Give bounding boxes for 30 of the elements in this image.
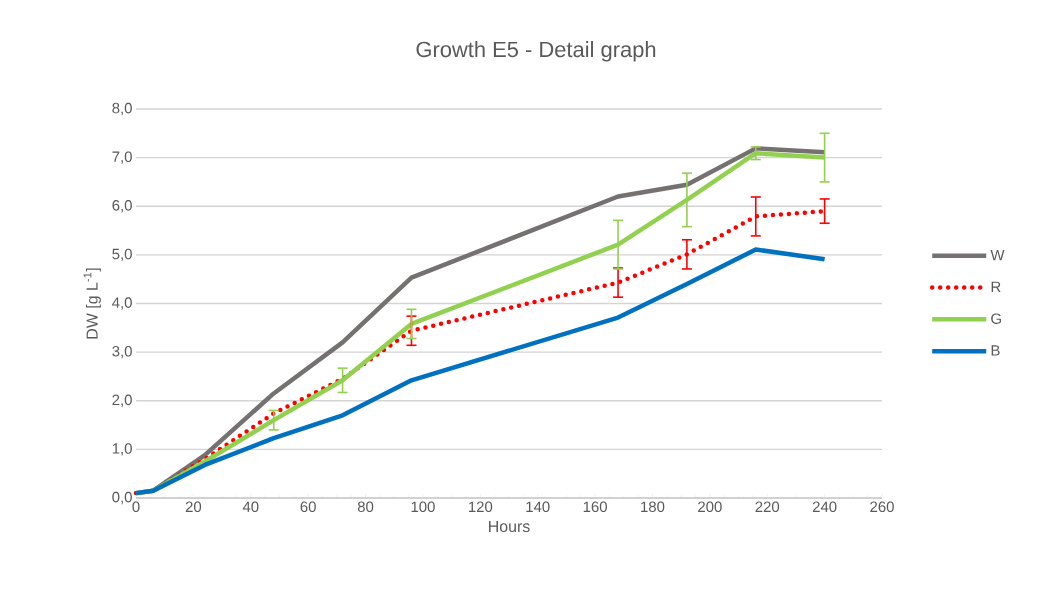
x-tick-label: 200 [698,501,722,513]
x-tick-label: 260 [870,501,894,513]
legend-label: B [991,345,1000,356]
y-tick-label: 4,0 [112,297,132,310]
y-tick-label: 5,0 [112,248,132,262]
x-tick-label: 80 [357,501,374,513]
y-tick-label: 2,0 [112,394,132,407]
x-tick-label: 240 [812,501,837,513]
x-tick-label: 180 [641,501,665,513]
x-tick-label: 40 [242,501,259,513]
legend-label: W [990,249,1005,261]
x-tick-label: 100 [411,501,435,513]
y-tick-label: 6,0 [112,200,132,213]
chart-title: Growth E5 - Detail graph [416,41,656,62]
y-tick-label: 7,0 [112,151,132,164]
y-axis-title: DW [g L$^{-1}$] [83,268,101,339]
x-tick-label: 20 [185,501,202,513]
x-tick-label: 0 [132,501,140,513]
y-tick-label: 1,0 [112,443,132,456]
y-tick-label: 8,0 [112,102,132,116]
legend-label: G [991,313,1001,324]
legend-label: R [991,281,1001,292]
x-tick-label: 220 [755,501,780,513]
y-tick-label: 0,0 [112,491,132,505]
x-tick-label: 120 [468,501,493,513]
x-axis-title: Hours [489,520,530,533]
y-tick-label: 3,0 [112,345,132,359]
x-tick-label: 160 [583,501,607,513]
x-tick-label: 140 [526,501,550,513]
x-tick-label: 60 [300,501,316,513]
